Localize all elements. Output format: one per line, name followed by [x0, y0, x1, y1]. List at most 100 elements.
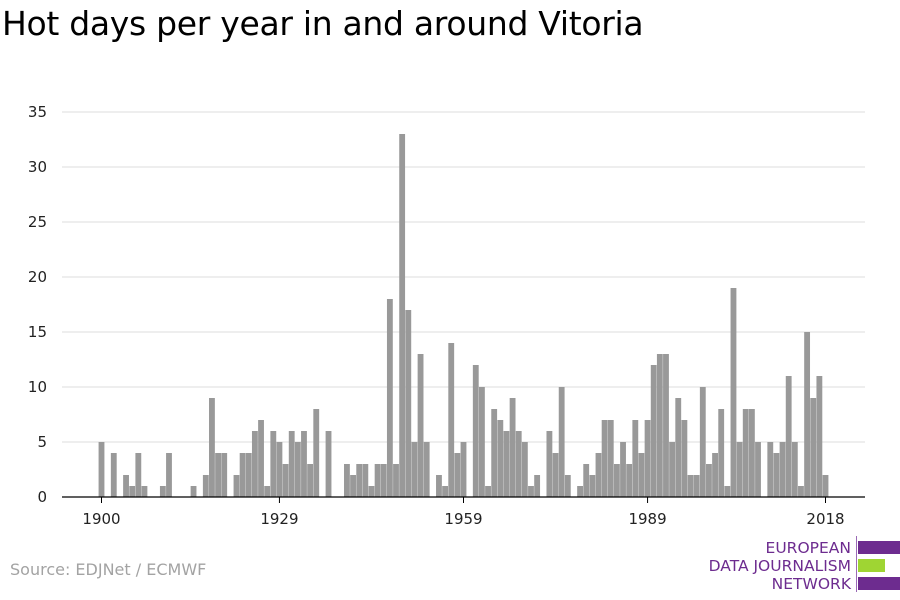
bar-1969 [521, 442, 528, 497]
bar-2006 [748, 409, 755, 497]
bar-1989 [644, 420, 651, 497]
logo-line-network: NETWORK [771, 575, 851, 593]
bar-1955 [436, 475, 442, 497]
bar-1915 [190, 486, 197, 497]
bar-1917 [202, 475, 209, 497]
x-tick-label: 1989 [628, 510, 666, 528]
bar-2016 [810, 398, 817, 497]
bar-1957 [448, 343, 455, 497]
bar-1984 [613, 464, 620, 497]
bar-2018 [822, 475, 829, 497]
bar-2012 [785, 376, 792, 497]
bar-1951 [411, 442, 418, 497]
bar-1940 [344, 464, 350, 497]
edjnet-logo[interactable]: EUROPEAN DATA JOURNALISM NETWORK [700, 536, 900, 596]
bar-2005 [742, 409, 749, 497]
bar-1997 [693, 475, 700, 497]
bar-2017 [816, 376, 823, 497]
bar-1959 [460, 442, 467, 497]
bar-2003 [730, 288, 737, 497]
logo-divider [856, 536, 857, 592]
bar-1934 [307, 464, 314, 497]
bar-1971 [534, 475, 541, 497]
bar-1944 [368, 486, 375, 497]
x-tick-label: 2018 [806, 510, 844, 528]
bar-1925 [251, 431, 258, 497]
bar-2007 [755, 442, 761, 497]
bar-1922 [233, 475, 240, 497]
bar-1952 [417, 354, 424, 497]
y-tick-label: 25 [28, 213, 47, 231]
bar-1941 [350, 475, 356, 497]
logo-bar-purple-bottom [858, 577, 900, 590]
bar-1980 [589, 475, 596, 497]
bar-1945 [374, 464, 381, 497]
bar-1970 [528, 486, 534, 497]
logo-line-data-journalism: DATA JOURNALISM [708, 557, 851, 575]
bar-2002 [724, 486, 731, 497]
bar-1937 [325, 431, 332, 497]
bar-1906 [135, 453, 142, 497]
bar-1902 [110, 453, 117, 497]
bar-1993 [669, 442, 676, 497]
bar-1918 [209, 398, 215, 497]
bar-1992 [663, 354, 669, 497]
y-tick-label: 10 [28, 378, 47, 396]
bar-1996 [687, 475, 694, 497]
bar-1926 [258, 420, 264, 497]
bar-1991 [656, 354, 663, 497]
chart-title: Hot days per year in and around Vitoria [2, 4, 644, 43]
bar-1985 [620, 442, 626, 497]
bar-1982 [601, 420, 608, 497]
bar-1994 [675, 398, 682, 497]
bar-1999 [706, 464, 712, 497]
bar-1995 [681, 420, 688, 497]
logo-bar-purple-top [858, 541, 900, 554]
bar-2004 [736, 442, 743, 497]
bar-2015 [804, 332, 811, 497]
bar-1963 [485, 486, 491, 497]
bar-1947 [386, 299, 393, 497]
bar-2014 [798, 486, 804, 497]
bar-1933 [301, 431, 307, 497]
bar-1942 [356, 464, 363, 497]
y-tick-label: 5 [37, 433, 47, 451]
bar-1904 [123, 475, 129, 497]
bar-1967 [509, 398, 516, 497]
bar-2011 [779, 442, 786, 497]
bar-1930 [282, 464, 289, 497]
y-tick-label: 0 [37, 488, 47, 506]
bar-2000 [712, 453, 718, 497]
bar-1986 [626, 464, 633, 497]
bar-2009 [767, 442, 774, 497]
bar-1950 [405, 310, 412, 497]
bar-2001 [718, 409, 725, 497]
y-axis-labels: 0 5 10 15 20 25 30 35 [28, 103, 47, 506]
bar-1928 [270, 431, 277, 497]
bar-1956 [442, 486, 449, 497]
bar-1900 [98, 442, 105, 497]
y-tick-label: 35 [28, 103, 47, 121]
bar-1905 [129, 486, 136, 497]
bar-1920 [221, 453, 228, 497]
bar-1979 [583, 464, 590, 497]
bar-1976 [564, 475, 571, 497]
y-tick-label: 20 [28, 268, 47, 286]
bar-1932 [294, 442, 301, 497]
source-note: Source: EDJNet / ECMWF [10, 560, 207, 579]
bar-1981 [595, 453, 602, 497]
bar-1964 [491, 409, 498, 497]
bar-1929 [276, 442, 283, 497]
x-axis: 1900 1929 1959 1989 2018 [62, 496, 865, 528]
bar-1961 [472, 365, 479, 497]
logo-bar-green [858, 559, 885, 572]
bar-1966 [503, 431, 510, 497]
bar-1949 [399, 134, 406, 497]
x-tick-label: 1959 [444, 510, 482, 528]
bar-1958 [454, 453, 461, 497]
y-tick-label: 30 [28, 158, 47, 176]
bar-1953 [423, 442, 430, 497]
x-tick-label: 1929 [260, 510, 298, 528]
bar-1998 [699, 387, 706, 497]
